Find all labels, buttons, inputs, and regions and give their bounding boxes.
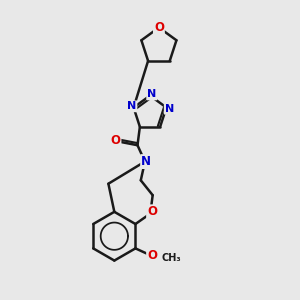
Text: O: O xyxy=(147,205,157,218)
Text: N: N xyxy=(147,89,156,99)
Text: N: N xyxy=(141,155,151,168)
Text: CH₃: CH₃ xyxy=(161,254,181,263)
Text: O: O xyxy=(110,134,121,147)
Text: N: N xyxy=(127,101,136,111)
Text: O: O xyxy=(147,249,157,262)
Text: O: O xyxy=(154,21,164,34)
Text: N: N xyxy=(165,104,174,114)
